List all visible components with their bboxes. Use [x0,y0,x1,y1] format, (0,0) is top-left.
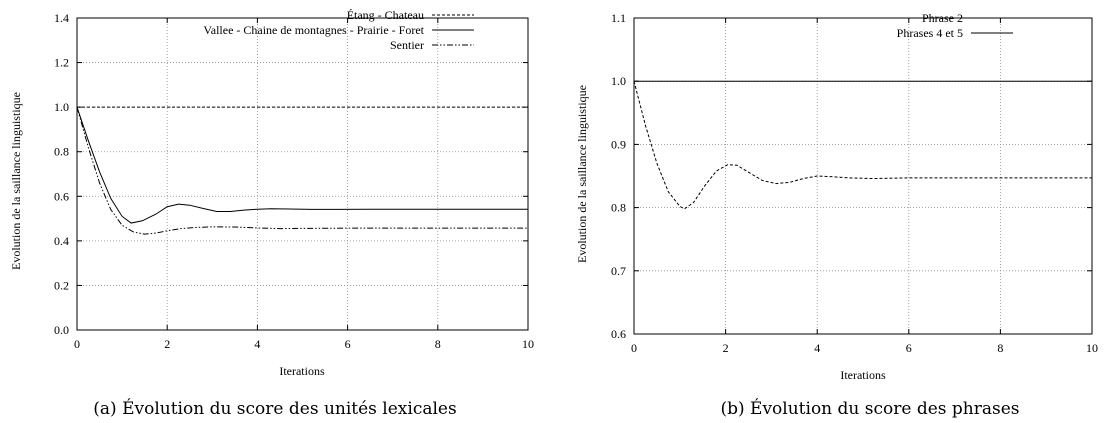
legend-label-a-2: Sentier [390,38,424,52]
legend-label-a-1: Vallee - Chaine de montagnes - Prairie -… [203,23,424,37]
caption-a: (a) Évolution du score des unités lexica… [93,398,456,419]
xtick-label-a-2: 4 [254,337,260,351]
xtick-label-a-3: 6 [345,337,351,351]
ytick-label-b-2: 0.8 [611,201,626,215]
caption-b: (b) Évolution du score des phrases [720,398,1019,419]
ytick-label-b-0: 0.6 [611,327,626,341]
ytick-label-a-6: 1.2 [54,56,69,70]
ytick-label-a-0: 0.0 [54,323,69,337]
ytick-label-a-3: 0.6 [54,189,69,203]
ytick-label-a-5: 1.0 [54,100,69,114]
series-line-a-1 [76,106,528,224]
ytick-label-b-5: 1.1 [611,11,626,25]
ytick-label-b-1: 0.7 [611,264,626,278]
xtick-label-a-1: 2 [164,337,170,351]
xtick-label-b-2: 4 [814,341,820,355]
xtick-label-b-4: 8 [997,341,1003,355]
ytick-label-a-1: 0.2 [54,278,69,292]
ytick-label-b-4: 1.0 [611,74,626,88]
ylabel-b: Evolution de la saillance linguistique [575,85,589,263]
xtick-label-a-4: 8 [435,337,441,351]
xtick-label-b-5: 10 [1086,341,1098,355]
ytick-label-b-3: 0.9 [611,137,626,151]
xtick-label-b-1: 2 [723,341,729,355]
xtick-label-a-0: 0 [74,337,80,351]
legend-label-a-0: Étang - Chateau [347,8,424,22]
xlabel-b: Iterations [840,368,886,382]
ytick-label-a-4: 0.8 [54,145,69,159]
plot-frame-a [76,17,529,331]
xtick-label-a-5: 10 [522,337,534,351]
plot-frame-b [633,17,1093,335]
series-line-b-0 [633,81,1092,210]
ytick-label-a-2: 0.4 [54,234,69,248]
legend-label-b-0: Phrase 2 [922,11,963,25]
ylabel-a: Evolution de la saillance linguistique [9,92,23,270]
series-line-a-2 [76,107,528,235]
xtick-label-b-3: 6 [906,341,912,355]
ytick-label-a-7: 1.4 [54,11,69,25]
xtick-label-b-0: 0 [631,341,637,355]
chart-panel-b: Evolution de la saillance linguistique I… [575,11,1098,419]
chart-panel-a: Evolution de la saillance linguistique I… [9,8,534,419]
xlabel-a: Iterations [279,364,325,378]
legend-label-b-1: Phrases 4 et 5 [897,26,963,40]
